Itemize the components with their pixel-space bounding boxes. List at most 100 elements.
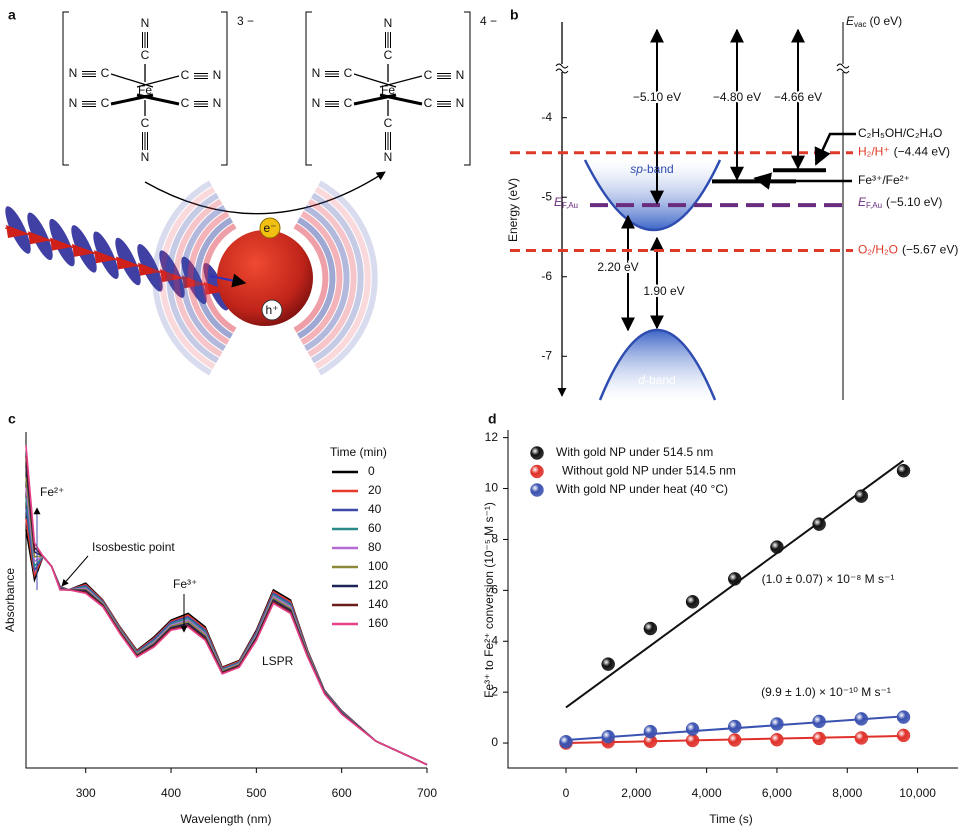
atom-label: C <box>181 68 190 82</box>
atom-label: C <box>181 96 190 110</box>
field-arc <box>194 217 233 339</box>
atom-label: N <box>312 66 321 80</box>
legend-label: With gold NP under 514.5 nm <box>556 445 713 459</box>
legend-label: 40 <box>368 502 382 516</box>
legend-label: 20 <box>368 483 382 497</box>
axis-break <box>556 64 568 72</box>
spectrum-line <box>25 445 428 766</box>
y-tick-label: 12 <box>485 430 499 444</box>
annotation: Isosbestic point <box>92 540 175 554</box>
annotation: Fe³⁺ <box>173 577 197 591</box>
data-point <box>728 719 742 734</box>
y-tick-label: -6 <box>541 269 552 283</box>
y-tick-label: 2 <box>491 684 498 698</box>
sp-band-curve <box>583 159 722 232</box>
legend-label: Without gold NP under 514.5 nm <box>562 464 736 478</box>
d-band-label: d-band <box>638 373 675 387</box>
level-connector <box>753 172 852 190</box>
data-point <box>685 733 700 748</box>
data-point <box>854 489 869 503</box>
atom-label: N <box>69 66 78 80</box>
data-point <box>601 729 615 744</box>
fermi-label: EF,Au (−5.10 eV) <box>858 195 942 210</box>
spectrum-line <box>25 466 428 766</box>
bracket <box>305 11 312 166</box>
data-point <box>685 595 700 609</box>
band-suffix: -band <box>645 373 676 387</box>
data-point <box>854 712 869 726</box>
data-point <box>770 540 784 554</box>
field-arc <box>297 217 336 339</box>
vacuum-label: Evac (0 eV) <box>846 14 902 29</box>
bond <box>136 75 180 88</box>
y-tick-label: 10 <box>485 481 499 495</box>
legend-marker <box>530 483 544 497</box>
x-tick-label: 300 <box>76 786 96 800</box>
spectrum-line <box>25 476 428 766</box>
atom-label: C <box>384 48 393 62</box>
annotation: Fe²⁺ <box>40 485 64 499</box>
data-point <box>601 657 615 671</box>
field-arc <box>307 198 357 358</box>
data-point <box>728 733 742 747</box>
field-arc <box>166 192 219 364</box>
nanoparticle <box>217 230 313 326</box>
field-arc <box>304 204 350 352</box>
x-tick-label: 6,000 <box>762 786 792 800</box>
field-arc <box>300 211 343 345</box>
y-tick-label: 8 <box>491 532 498 546</box>
fermi-symbol: E <box>858 195 867 209</box>
x-tick-label: 10,000 <box>899 786 936 800</box>
annotation-arrow <box>61 555 89 587</box>
wave-arrow <box>209 273 247 288</box>
y-tick-label: -4 <box>541 110 552 124</box>
atom-label: N <box>312 96 321 110</box>
field-arc <box>180 204 226 352</box>
data-point <box>770 732 784 747</box>
y-tick-label: -7 <box>541 348 552 362</box>
atom-label: C <box>424 96 433 110</box>
vacuum-sub: vac <box>854 20 866 29</box>
energy-label: −5.10 eV <box>633 90 681 104</box>
data-point <box>896 728 911 743</box>
data-point <box>896 710 911 724</box>
x-tick-label: 4,000 <box>692 786 722 800</box>
redox-value: (−4.44 eV) <box>894 145 950 159</box>
charge-label: 3 − <box>237 14 254 28</box>
y-axis-label: Absorbance <box>3 568 17 632</box>
fermi-symbol: E <box>554 195 563 209</box>
x-tick-label: 700 <box>417 786 437 800</box>
x-tick-label: 2,000 <box>621 786 651 800</box>
spectrum-line <box>25 487 428 766</box>
y-tick-label: 6 <box>491 583 498 597</box>
data-point <box>643 621 658 636</box>
vacuum-value: (0 eV) <box>869 14 902 28</box>
x-tick-label: 500 <box>246 786 266 800</box>
x-tick-label: 8,000 <box>832 786 862 800</box>
bond <box>379 75 423 88</box>
y-axis-label: Energy (eV) <box>506 178 520 242</box>
atom-label: Fe <box>381 83 395 97</box>
annotation: LSPR <box>262 654 294 668</box>
hole <box>261 299 283 321</box>
panel-label: b <box>510 7 519 23</box>
redox-label: H₂/H⁺ (−4.44 eV) <box>858 145 950 159</box>
legend-label: 60 <box>368 521 382 535</box>
atom-label: Fe <box>138 83 152 97</box>
data-point <box>770 717 784 731</box>
data-point <box>559 735 573 749</box>
atom-label: C <box>384 116 393 130</box>
hole-label: h⁺ <box>265 303 278 317</box>
panel-label: c <box>8 411 16 427</box>
vacuum-symbol: E <box>846 14 855 28</box>
level-label: C₂H₅OH/C₂H₄O <box>858 126 942 140</box>
axis-break <box>837 64 849 72</box>
axes <box>507 430 958 769</box>
axis-break <box>836 63 850 74</box>
sp-band-label: sp-band <box>630 162 673 176</box>
panel-label: a <box>8 7 16 23</box>
atom-label: C <box>424 68 433 82</box>
energy-label: −4.80 eV <box>713 90 761 104</box>
atom-label: C <box>101 66 110 80</box>
